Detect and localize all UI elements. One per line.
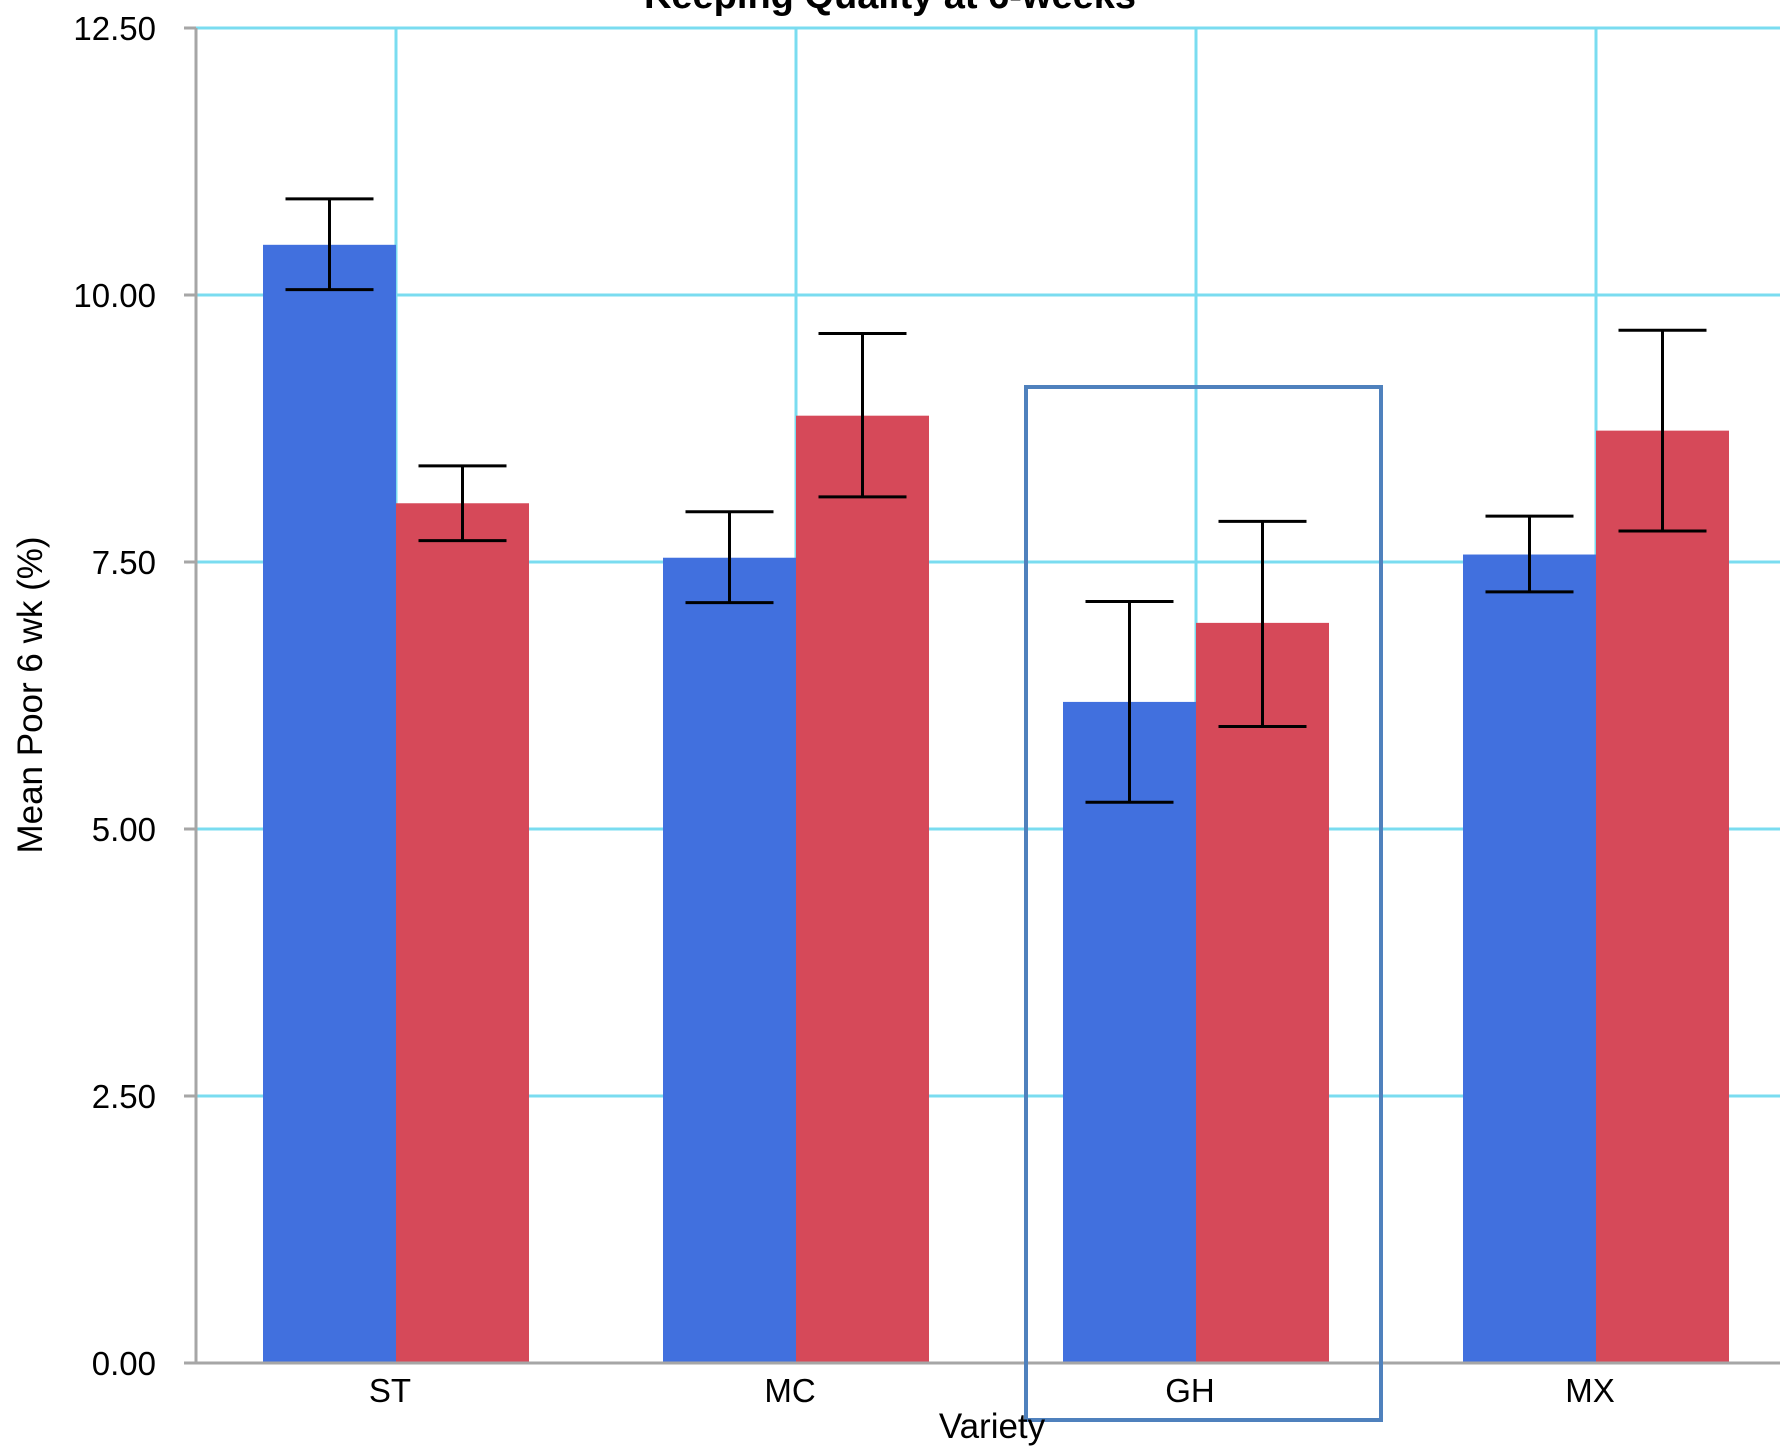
bar-mc-series-1 (663, 557, 796, 1363)
bar-mx-series-2 (1596, 430, 1729, 1363)
x-tick-label: ST (369, 1372, 411, 1409)
y-tick-label: 7.50 (92, 544, 156, 581)
bar-gh-series-1 (1063, 701, 1196, 1363)
bar-st-series-1 (263, 244, 396, 1364)
y-tick-label: 10.00 (73, 277, 156, 314)
bar-gh-series-2 (1196, 622, 1329, 1363)
error-bars (285, 197, 1707, 804)
highlight-box (1024, 385, 1383, 1422)
x-tick-label: MX (1565, 1372, 1615, 1409)
y-tick-label: 12.50 (73, 10, 156, 47)
bar-mx-series-1 (1463, 554, 1596, 1363)
bars (263, 244, 1729, 1364)
axes (184, 26, 1780, 1365)
tick-labels: 0.00 2.50 5.00 7.50 10.00 12.50 ST MC GH MX (73, 10, 1614, 1409)
x-axis-title: Variety (939, 1407, 1046, 1446)
y-tick-label: 2.50 (92, 1078, 156, 1115)
y-tick-label: 0.00 (92, 1345, 156, 1382)
y-axis-title: Mean Poor 6 wk (%) (11, 536, 50, 853)
x-tick-label: GH (1165, 1372, 1215, 1409)
x-tick-label: MC (764, 1372, 815, 1409)
chart-title: Keeping Quality at 6-weeks (644, 0, 1136, 17)
bar-mc-series-2 (796, 415, 929, 1364)
bar-st-series-2 (396, 503, 529, 1363)
y-tick-label: 5.00 (92, 811, 156, 848)
